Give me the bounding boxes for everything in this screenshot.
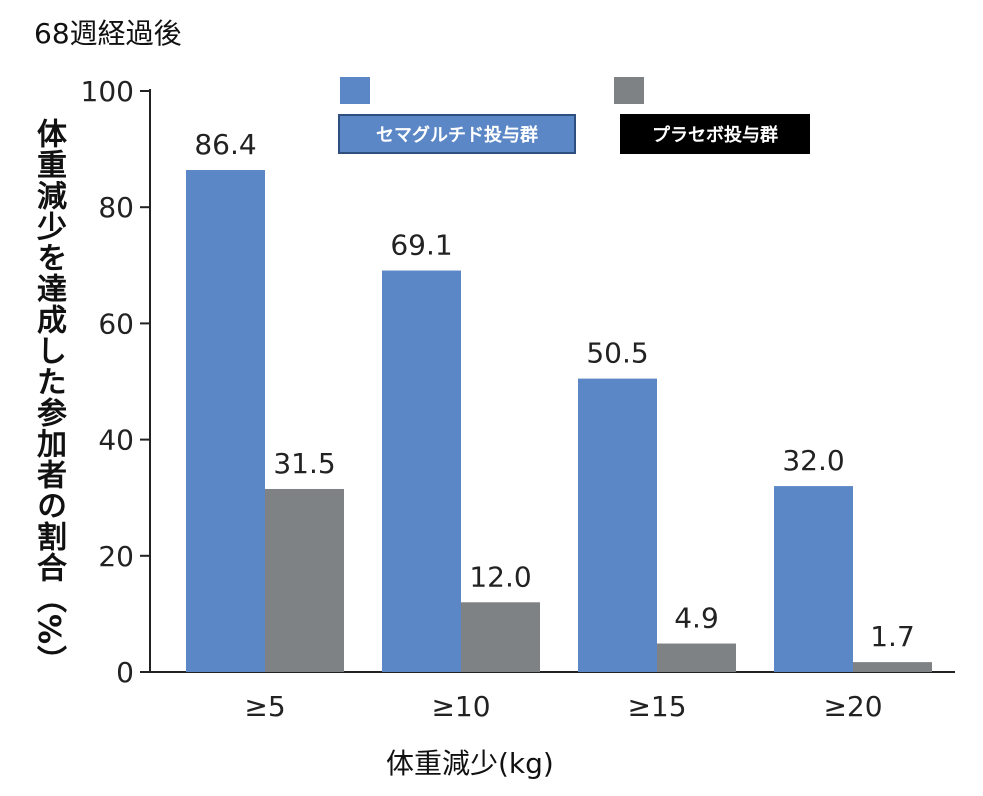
bar-placebo [657,643,736,672]
legend-swatch-placebo [614,77,644,104]
data-label-semaglutide: 69.1 [390,229,452,262]
y-tick-label: 0 [116,656,134,689]
chart-title: 68週経過後 [34,17,182,50]
y-tick-label: 60 [98,307,134,340]
x-tick-label: ≥20 [823,690,882,723]
data-label-placebo: 4.9 [674,602,719,635]
x-tick-label: ≥10 [431,690,490,723]
data-label-placebo: 31.5 [273,447,335,480]
y-tick-label: 40 [98,424,134,457]
bar-semaglutide [774,486,853,672]
legend-label-placebo: プラセボ投与群 [620,114,810,154]
bar-semaglutide [186,170,265,673]
bar-placebo [853,662,932,672]
data-label-semaglutide: 86.4 [194,128,256,161]
y-tick-label: 80 [98,191,134,224]
bar-semaglutide [578,378,657,672]
x-tick-label: ≥15 [627,690,686,723]
data-label-semaglutide: 50.5 [586,337,648,370]
data-label-semaglutide: 32.0 [782,444,844,477]
legend-swatch-semaglutide [340,77,370,104]
x-axis-label: 体重減少(kg) [386,747,554,780]
bar-semaglutide [382,270,461,672]
legend-label-semaglutide: セマグルチド投与群 [338,114,576,154]
data-label-placebo: 1.7 [870,620,915,653]
y-axis-label: 体重減少を達成した参加者の割合（%） [31,118,66,677]
bar-placebo [265,488,344,672]
y-tick-label: 20 [98,540,134,573]
y-tick-label: 100 [81,75,134,108]
data-label-placebo: 12.0 [469,560,531,593]
bar-placebo [461,602,540,672]
x-tick-label: ≥5 [244,690,285,723]
